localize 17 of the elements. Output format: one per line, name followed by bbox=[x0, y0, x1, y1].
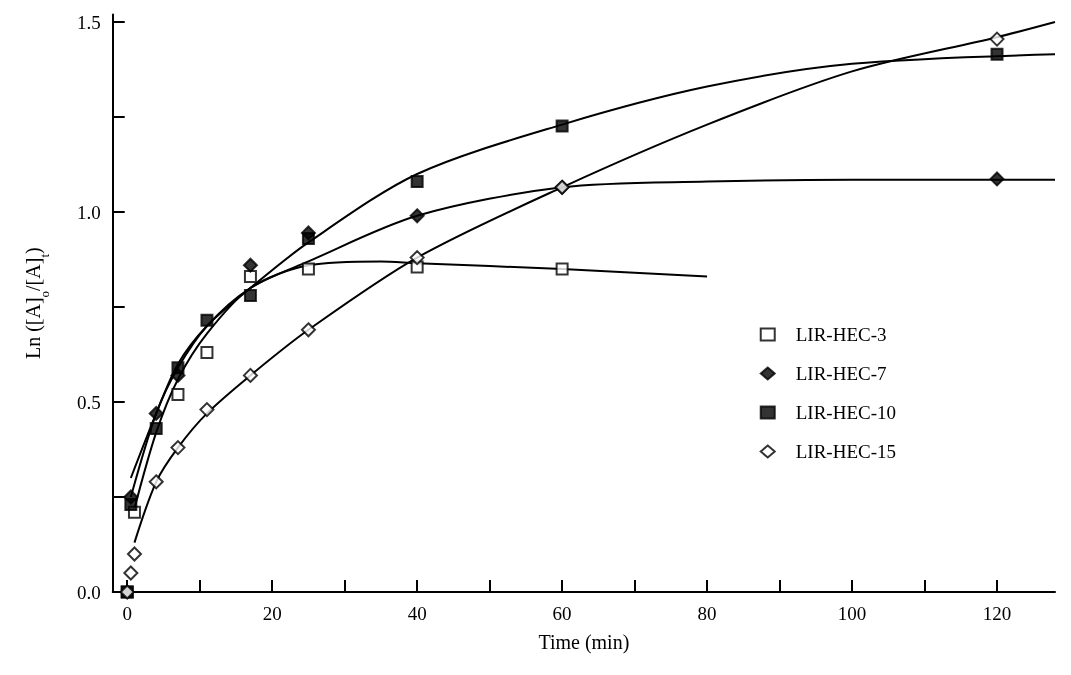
legend-label: LIR-HEC-7 bbox=[795, 363, 887, 384]
x-tick-label: 120 bbox=[982, 603, 1012, 624]
x-tick-label: 100 bbox=[837, 603, 867, 624]
x-tick-label: 20 bbox=[262, 603, 282, 624]
x-tick-label: 80 bbox=[697, 603, 717, 624]
y-tick-label: 1.0 bbox=[76, 201, 101, 223]
legend-label: LIR-HEC-15 bbox=[795, 441, 897, 462]
y-tick-label: 1.5 bbox=[76, 11, 101, 33]
legend-label: LIR-HEC-3 bbox=[795, 324, 887, 345]
y-tick-label: 0.5 bbox=[76, 391, 101, 413]
y-axis-title: Ln ([A]o/[A]t) bbox=[21, 247, 52, 360]
x-tick-label: 40 bbox=[407, 603, 427, 624]
y-tick-label: 0.0 bbox=[76, 581, 101, 603]
x-tick-label: 60 bbox=[552, 603, 572, 624]
x-axis-title: Time (min) bbox=[538, 631, 630, 654]
legend-label: LIR-HEC-10 bbox=[795, 402, 897, 423]
x-tick-label: 0 bbox=[122, 603, 132, 624]
